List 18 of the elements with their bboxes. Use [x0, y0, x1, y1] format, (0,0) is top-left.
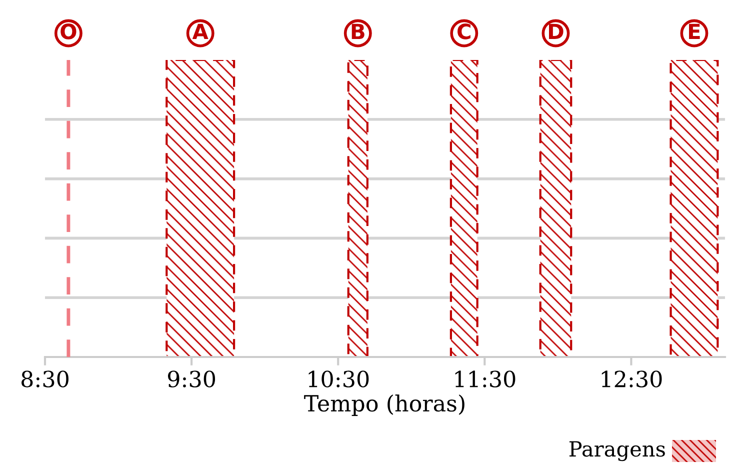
x-tick-label: 12:30 [602, 370, 662, 388]
x-tick-label: 11:30 [455, 370, 516, 388]
series-label: A [192, 24, 208, 40]
bar [539, 60, 572, 357]
x-axis-title: Tempo (horas) [304, 394, 464, 416]
x-tick-label: 8:30 [22, 370, 68, 388]
bar [347, 60, 368, 357]
x-tick-label: 10:30 [308, 370, 369, 388]
bar [450, 60, 478, 357]
legend-title: Paragens [569, 441, 665, 462]
series-label: C [458, 24, 470, 40]
ref-line-label: O [60, 24, 76, 40]
series-label: D [549, 24, 564, 40]
bar [670, 60, 719, 357]
x-tick-label: 9:30 [168, 370, 216, 388]
series-label: E [689, 24, 700, 40]
bar [166, 60, 236, 357]
series-label: B [352, 24, 364, 40]
